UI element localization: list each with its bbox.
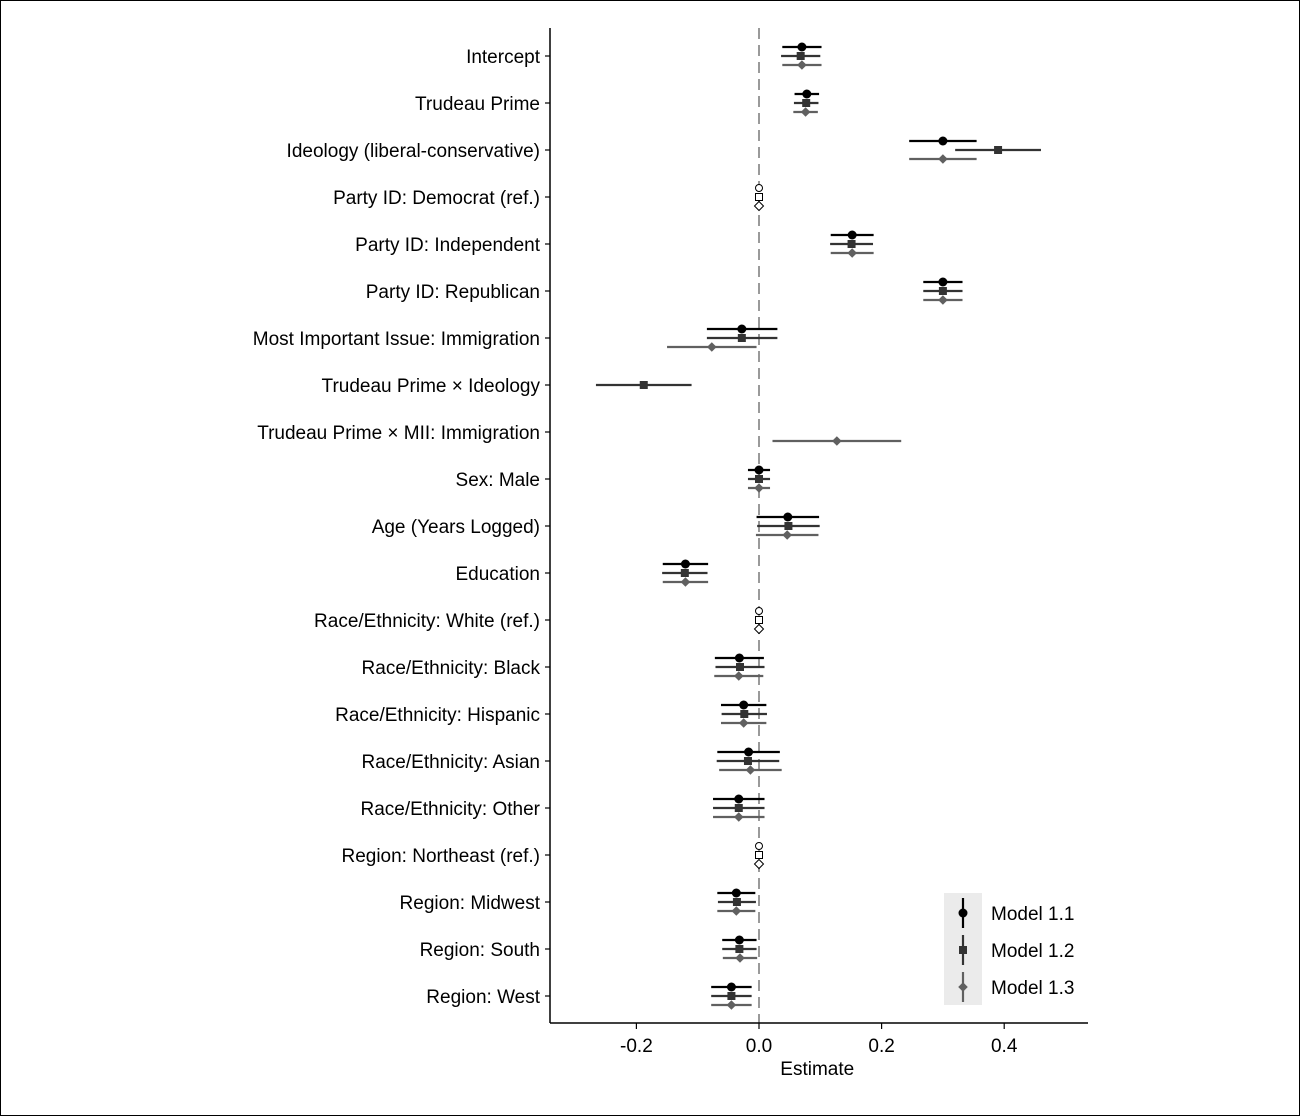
point-estimate (680, 577, 691, 587)
point-estimate (735, 663, 744, 671)
y-tick-label: Race/Ethnicity: White (ref.) (314, 611, 540, 632)
point-estimate (726, 982, 736, 992)
point-estimate (784, 522, 793, 530)
point-estimate (744, 747, 754, 757)
point-estimate (847, 230, 857, 240)
point-estimate (734, 794, 744, 804)
point-estimate (832, 436, 842, 446)
point-estimate (734, 804, 743, 812)
legend-key-marker (958, 982, 968, 992)
y-tick-label: Ideology (liberal-conservative) (287, 141, 540, 162)
point-estimate (738, 718, 749, 728)
point-estimate (797, 42, 807, 52)
point-estimate (802, 99, 811, 107)
reference-marker (755, 616, 763, 624)
point-estimate (755, 475, 763, 483)
x-tick-label: 0.4 (991, 1036, 1018, 1057)
point-estimate (733, 812, 744, 822)
point-estimate (733, 671, 744, 681)
y-tick-label: Race/Ethnicity: Hispanic (335, 705, 540, 726)
point-estimate (737, 334, 746, 342)
point-estimate (847, 240, 856, 248)
point-estimate (938, 154, 948, 164)
y-tick-label: Most Important Issue: Immigration (253, 329, 540, 350)
y-tick-label: Race/Ethnicity: Black (362, 658, 541, 679)
y-tick-label: Party ID: Republican (366, 282, 540, 303)
y-tick-label: Trudeau Prime (415, 94, 540, 115)
point-estimate (726, 1000, 737, 1010)
reference-marker (755, 193, 763, 201)
point-estimate (732, 898, 741, 906)
point-estimate (994, 146, 1003, 154)
point-estimate (734, 653, 744, 663)
point-estimate (680, 559, 690, 569)
point-estimate (731, 906, 742, 916)
point-estimate (938, 295, 948, 305)
y-tick-label: Region: West (426, 987, 540, 1008)
point-estimate (680, 569, 689, 577)
legend-label: Model 1.2 (991, 941, 1074, 962)
x-tick-label: 0.0 (746, 1036, 772, 1057)
point-estimate (706, 342, 717, 352)
point-estimate (731, 888, 741, 898)
y-tick-label: Region: Northeast (ref.) (341, 846, 540, 867)
reference-marker (755, 842, 763, 850)
point-estimate (639, 381, 648, 389)
legend-label: Model 1.3 (991, 978, 1074, 999)
point-estimate (800, 107, 811, 117)
point-estimate (782, 530, 792, 540)
point-estimate (743, 757, 752, 765)
point-estimate (797, 60, 807, 70)
legend-key-marker (959, 946, 967, 954)
y-tick-label: Race/Ethnicity: Other (360, 799, 540, 820)
point-estimate (745, 765, 756, 775)
point-estimate (740, 710, 749, 718)
y-tick-label: Party ID: Independent (355, 235, 541, 256)
point-estimate (735, 953, 745, 963)
y-tick-label: Trudeau Prime × Ideology (322, 376, 541, 397)
point-estimate (802, 89, 812, 99)
point-estimate (754, 465, 764, 475)
reference-marker (755, 607, 763, 615)
point-estimate (735, 945, 744, 953)
point-estimate (727, 992, 736, 1000)
point-estimate (739, 700, 749, 710)
x-tick-label: 0.2 (868, 1036, 894, 1057)
reference-marker (753, 858, 765, 870)
reference-marker (753, 623, 765, 635)
reference-marker (755, 851, 763, 859)
point-estimate (783, 512, 793, 522)
point-estimate (796, 52, 805, 60)
y-tick-label: Trudeau Prime × MII: Immigration (257, 423, 540, 444)
legend-key-marker (958, 908, 968, 918)
x-axis-title: Estimate (780, 1059, 854, 1080)
point-estimate (847, 248, 857, 258)
point-estimate (938, 287, 947, 295)
y-tick-label: Intercept (466, 47, 541, 68)
legend-label: Model 1.1 (991, 904, 1074, 925)
y-tick-label: Region: South (420, 940, 540, 961)
reference-marker (755, 184, 763, 192)
y-tick-label: Education (455, 564, 540, 585)
x-tick-label: -0.2 (620, 1036, 653, 1057)
y-tick-label: Age (Years Logged) (372, 517, 540, 538)
reference-marker (753, 200, 765, 212)
point-estimate (754, 483, 764, 493)
y-tick-label: Party ID: Democrat (ref.) (333, 188, 540, 209)
point-estimate (737, 324, 747, 334)
y-tick-label: Sex: Male (456, 470, 540, 491)
y-tick-label: Race/Ethnicity: Asian (362, 752, 540, 773)
point-estimate (938, 136, 948, 146)
point-estimate (938, 277, 948, 287)
y-tick-label: Region: Midwest (400, 893, 541, 914)
point-estimate (734, 935, 744, 945)
